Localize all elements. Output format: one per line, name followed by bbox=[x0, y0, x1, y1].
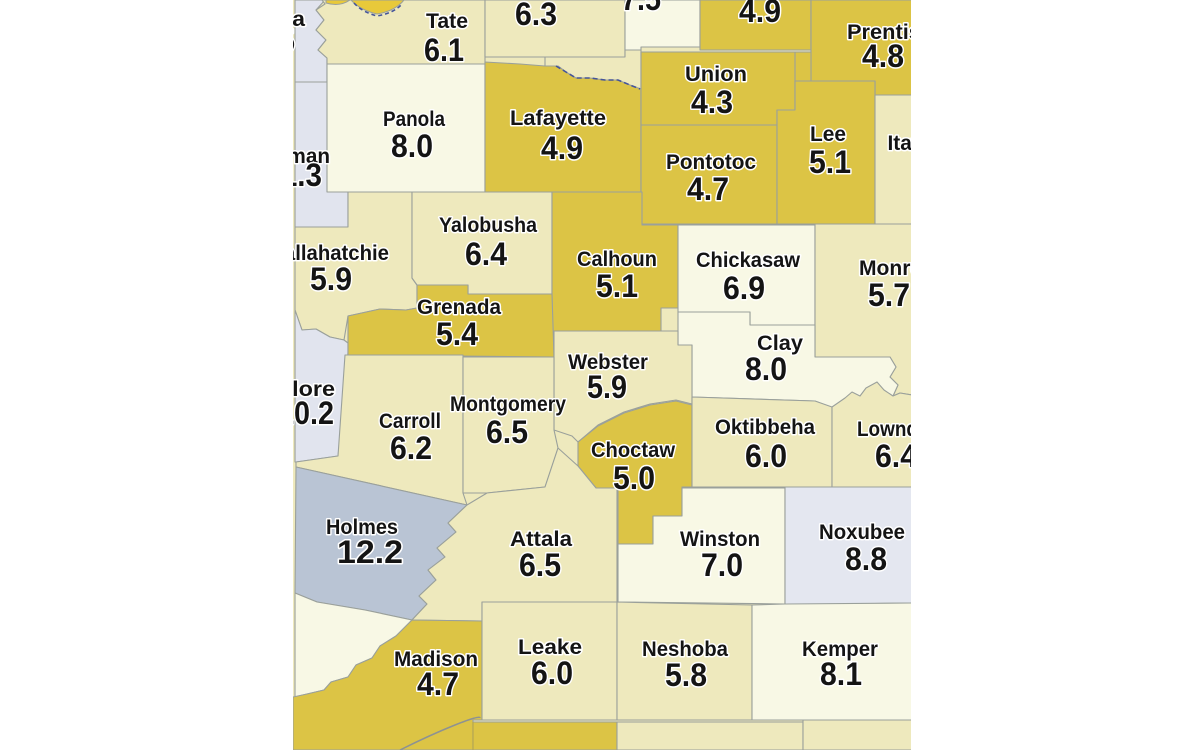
svg-text:4.9: 4.9 bbox=[739, 0, 781, 29]
svg-text:8.0: 8.0 bbox=[745, 351, 787, 387]
svg-text:Lafayette: Lafayette bbox=[510, 107, 606, 130]
svg-text:Webster: Webster bbox=[568, 351, 648, 374]
svg-text:10.2: 10.2 bbox=[278, 395, 334, 431]
svg-text:6.4: 6.4 bbox=[465, 236, 507, 272]
svg-text:4.7: 4.7 bbox=[417, 666, 459, 702]
svg-text:7.0: 7.0 bbox=[701, 547, 743, 583]
svg-text:6.2: 6.2 bbox=[390, 430, 432, 466]
svg-text:5.4: 5.4 bbox=[436, 316, 478, 352]
svg-text:12.2: 12.2 bbox=[337, 534, 403, 570]
svg-text:4.3: 4.3 bbox=[691, 84, 733, 120]
svg-text:7.5: 7.5 bbox=[621, 0, 661, 17]
svg-text:6.4: 6.4 bbox=[875, 438, 917, 474]
svg-text:Monroe: Monroe bbox=[859, 257, 935, 280]
svg-text:Lowndes: Lowndes bbox=[857, 418, 939, 441]
svg-text:5.0: 5.0 bbox=[613, 460, 655, 496]
svg-text:8.8: 8.8 bbox=[845, 541, 887, 577]
svg-text:Tunica: Tunica bbox=[233, 8, 305, 31]
svg-text:Montgomery: Montgomery bbox=[450, 393, 566, 416]
svg-text:Winston: Winston bbox=[680, 528, 760, 551]
svg-text:Yalobusha: Yalobusha bbox=[439, 214, 537, 237]
svg-text:5.1: 5.1 bbox=[809, 144, 851, 180]
svg-text:8.0: 8.0 bbox=[391, 128, 433, 164]
svg-text:Prentiss: Prentiss bbox=[847, 21, 933, 44]
svg-text:Clay: Clay bbox=[757, 332, 803, 355]
svg-text:Calhoun: Calhoun bbox=[577, 248, 657, 271]
svg-text:Kemper: Kemper bbox=[802, 638, 878, 661]
svg-text:Grenada: Grenada bbox=[417, 296, 501, 319]
svg-text:6.5: 6.5 bbox=[519, 547, 561, 583]
svg-text:Neshoba: Neshoba bbox=[642, 638, 728, 661]
svg-text:Holmes: Holmes bbox=[326, 516, 398, 539]
svg-text:Choctaw: Choctaw bbox=[591, 439, 676, 462]
svg-text:4.7: 4.7 bbox=[687, 171, 729, 207]
svg-text:5.8: 5.8 bbox=[665, 657, 707, 693]
svg-text:Lee: Lee bbox=[810, 123, 846, 146]
svg-text:Pontotoc: Pontotoc bbox=[666, 151, 756, 174]
svg-text:6.5: 6.5 bbox=[486, 414, 528, 450]
svg-text:Quitman: Quitman bbox=[246, 145, 330, 168]
svg-text:Tallahatchie: Tallahatchie bbox=[273, 242, 389, 265]
svg-text:4.8: 4.8 bbox=[862, 38, 904, 74]
svg-text:5.1: 5.1 bbox=[596, 268, 638, 304]
svg-text:6.0: 6.0 bbox=[531, 655, 573, 691]
svg-text:11.5: 11.5 bbox=[239, 23, 295, 59]
svg-text:Leflore: Leflore bbox=[257, 378, 335, 401]
svg-text:Chickasaw: Chickasaw bbox=[696, 249, 801, 272]
svg-text:Noxubee: Noxubee bbox=[819, 521, 905, 544]
svg-text:6.1: 6.1 bbox=[424, 32, 464, 68]
svg-text:Itawamba: Itawamba bbox=[888, 132, 983, 155]
svg-text:5.9: 5.9 bbox=[587, 369, 627, 405]
svg-text:6.9: 6.9 bbox=[723, 270, 765, 306]
svg-text:5.9: 5.9 bbox=[310, 261, 352, 297]
svg-text:Oktibbeha: Oktibbeha bbox=[715, 416, 815, 439]
svg-text:Panola: Panola bbox=[383, 108, 445, 131]
svg-text:Leake: Leake bbox=[518, 636, 582, 659]
svg-text:Madison: Madison bbox=[394, 648, 478, 671]
svg-text:Attala: Attala bbox=[510, 528, 572, 551]
svg-text:4.9: 4.9 bbox=[541, 130, 583, 166]
svg-text:6.0: 6.0 bbox=[745, 438, 787, 474]
svg-text:Carroll: Carroll bbox=[379, 410, 441, 433]
svg-text:11.3: 11.3 bbox=[266, 157, 322, 193]
svg-text:Union: Union bbox=[685, 63, 747, 86]
svg-text:6.3: 6.3 bbox=[515, 0, 557, 32]
svg-text:5.7: 5.7 bbox=[868, 277, 910, 313]
svg-text:Tate: Tate bbox=[426, 10, 468, 33]
svg-text:8.1: 8.1 bbox=[820, 656, 862, 692]
